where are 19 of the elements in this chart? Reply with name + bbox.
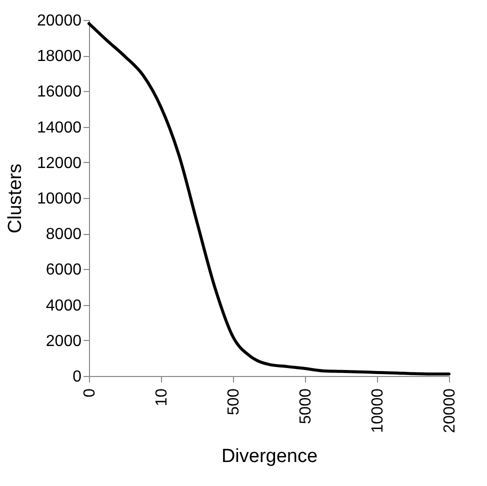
y-tick-label: 4000 [46,297,82,314]
x-tick-label: 20000 [442,388,458,433]
x-tick-label: 0 [82,388,98,398]
x-tick-label: 500 [226,388,242,416]
y-tick-label: 14000 [37,119,82,136]
x-tick-label: 10000 [370,388,386,433]
y-axis-title: Clusters [5,164,26,234]
y-tick-label: 16000 [37,84,82,101]
y-tick-label: 2000 [46,332,82,350]
y-tick-label: 12000 [37,154,82,172]
x-tick-label: 5000 [298,388,314,424]
y-tick-label: 18000 [37,48,82,66]
y-tick-label: 6000 [46,262,82,279]
y-tick-label: 10000 [37,190,82,208]
y-tick-label: 20000 [37,12,82,30]
y-tick-label: 8000 [46,226,82,244]
y-tick-label: 0 [72,368,82,386]
x-tick-label: 10 [154,388,170,406]
x-axis-title: Divergence [221,446,318,467]
